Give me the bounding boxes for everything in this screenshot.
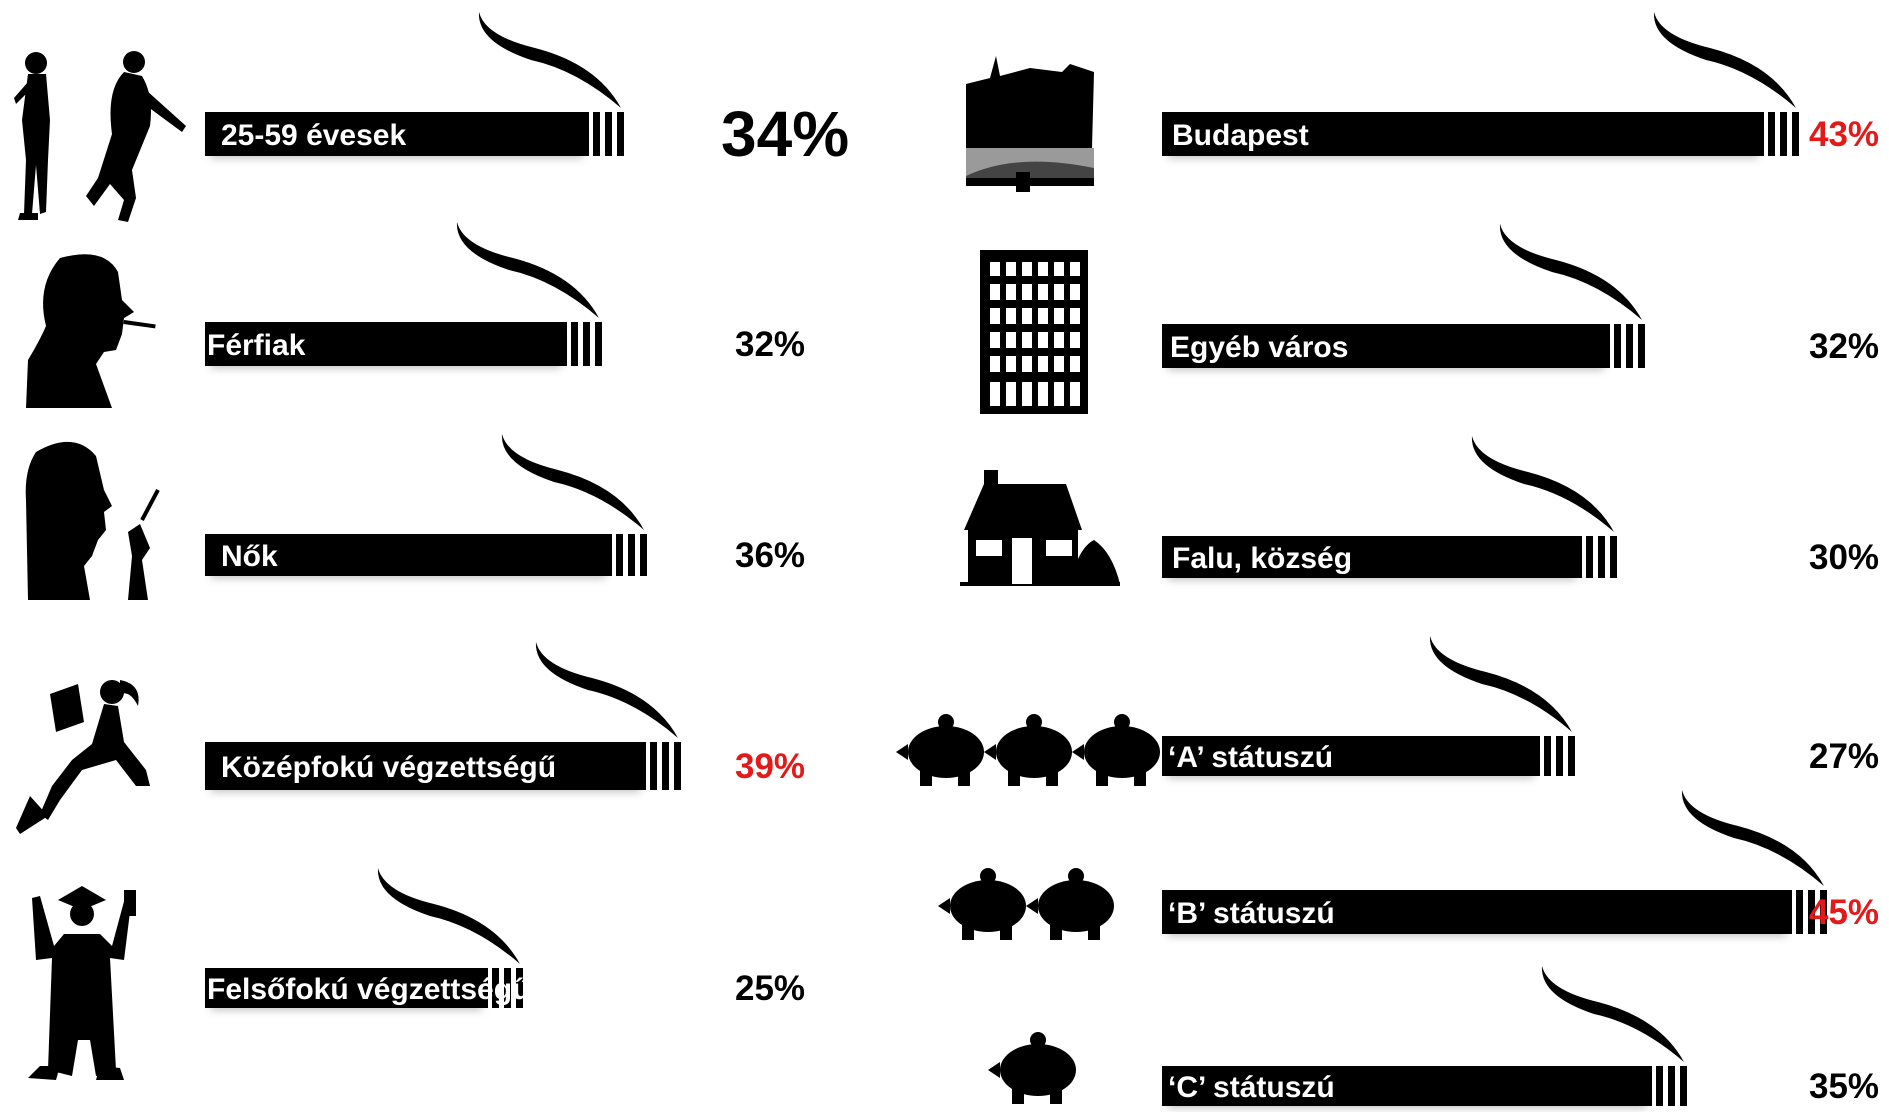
bar-category-label: 25-59 évesek [221,119,407,152]
bar-row: Budapest 43% [0,0,1889,156]
bar-value-label: 36% [735,535,806,575]
bar [1162,536,1582,578]
bar-value-label: 43% [1809,114,1880,154]
bar-value-label: 45% [1809,892,1880,932]
bar [1162,324,1610,368]
bar-row: Nők 36% [0,0,1889,576]
bar-row: Férfiak 32% [0,0,1889,366]
cigarette-filter [615,534,647,576]
cigarette-filter [1796,890,1827,934]
apartment-building-icon [980,250,1088,414]
bar-value-label: 30% [1809,537,1880,577]
bar-value-label: 39% [735,746,806,786]
cigarette-filter [570,322,602,366]
bar-category-label: Budapest [1172,119,1309,152]
bar-row: Falu, község 30% [0,0,1889,578]
one-piggy-bank-icon [988,1032,1076,1104]
budapest-bridge-icon [966,56,1094,192]
cigarette-filter [1614,324,1645,368]
village-house-icon [960,470,1120,586]
bar [205,112,590,156]
smoke-swoosh [1429,636,1572,732]
smoke-swoosh [1681,790,1824,886]
bar-value-label: 32% [735,324,806,364]
bar-row: Középfokú végzettségű 39% [0,0,1889,790]
cigarette-filter [593,112,625,156]
cigarette-filter [1656,1066,1687,1106]
bar-value-label: 32% [1809,326,1880,366]
bar-category-label: ‘C’ státuszú [1168,1071,1335,1104]
bar-category-label: ‘A’ státuszú [1168,741,1334,774]
smoking-couple-icon [14,51,186,222]
bar-value-label: 27% [1809,736,1880,776]
cigarette-filter [649,742,681,790]
bar [205,742,646,790]
smoking-man-icon [26,254,156,408]
cigarette-filter [1768,112,1799,156]
bar-category-label: Férfiak [207,329,306,362]
smoke-swoosh [456,222,599,318]
bar-value-label: 35% [1809,1066,1880,1106]
bar [205,322,567,366]
bar-category-label: ‘B’ státuszú [1168,897,1335,930]
bar-value-label: 25% [735,968,806,1008]
smoke-swoosh [479,12,622,108]
smoke-swoosh [1499,224,1642,320]
two-piggy-banks-icon [938,868,1114,940]
cigarette-filter [1586,536,1617,578]
bar [1162,112,1764,156]
bar-category-label: Felsőfokú végzettségű [207,973,531,1006]
bar-category-label: Középfokú végzettségű [221,751,557,784]
graduate-icon [28,886,136,1080]
smoke-swoosh [377,868,520,964]
bar [1162,736,1540,776]
cigarette-filter [1544,736,1575,776]
bar [1162,1066,1652,1106]
smoking-woman-icon [25,441,160,600]
reading-woman-icon [16,680,150,834]
bar-row: ‘B’ státuszú 45% [0,0,1889,934]
bar-row: Egyéb város 32% [0,0,1889,368]
bar-category-label: Egyéb város [1170,331,1349,364]
bar-row: Felsőfokú végzettségű 25% [0,0,1889,1008]
three-piggy-banks-icon [896,714,1160,786]
bar-category-label: Nők [221,540,278,573]
bar-category-label: Falu, község [1172,542,1353,575]
bar [205,534,612,576]
bar [205,968,488,1008]
smoke-swoosh [535,642,678,738]
bar-value-label: 34% [721,98,850,170]
cigarette-filter [491,968,523,1008]
bar-row: ‘A’ státuszú 27% [0,0,1889,776]
bar [1162,890,1792,934]
smoke-swoosh [1541,966,1684,1062]
bar-row: 25-59 évesek 34% [0,0,1889,166]
smoke-swoosh [501,434,644,530]
smoke-swoosh [1653,12,1796,108]
smoke-swoosh [1471,436,1614,532]
